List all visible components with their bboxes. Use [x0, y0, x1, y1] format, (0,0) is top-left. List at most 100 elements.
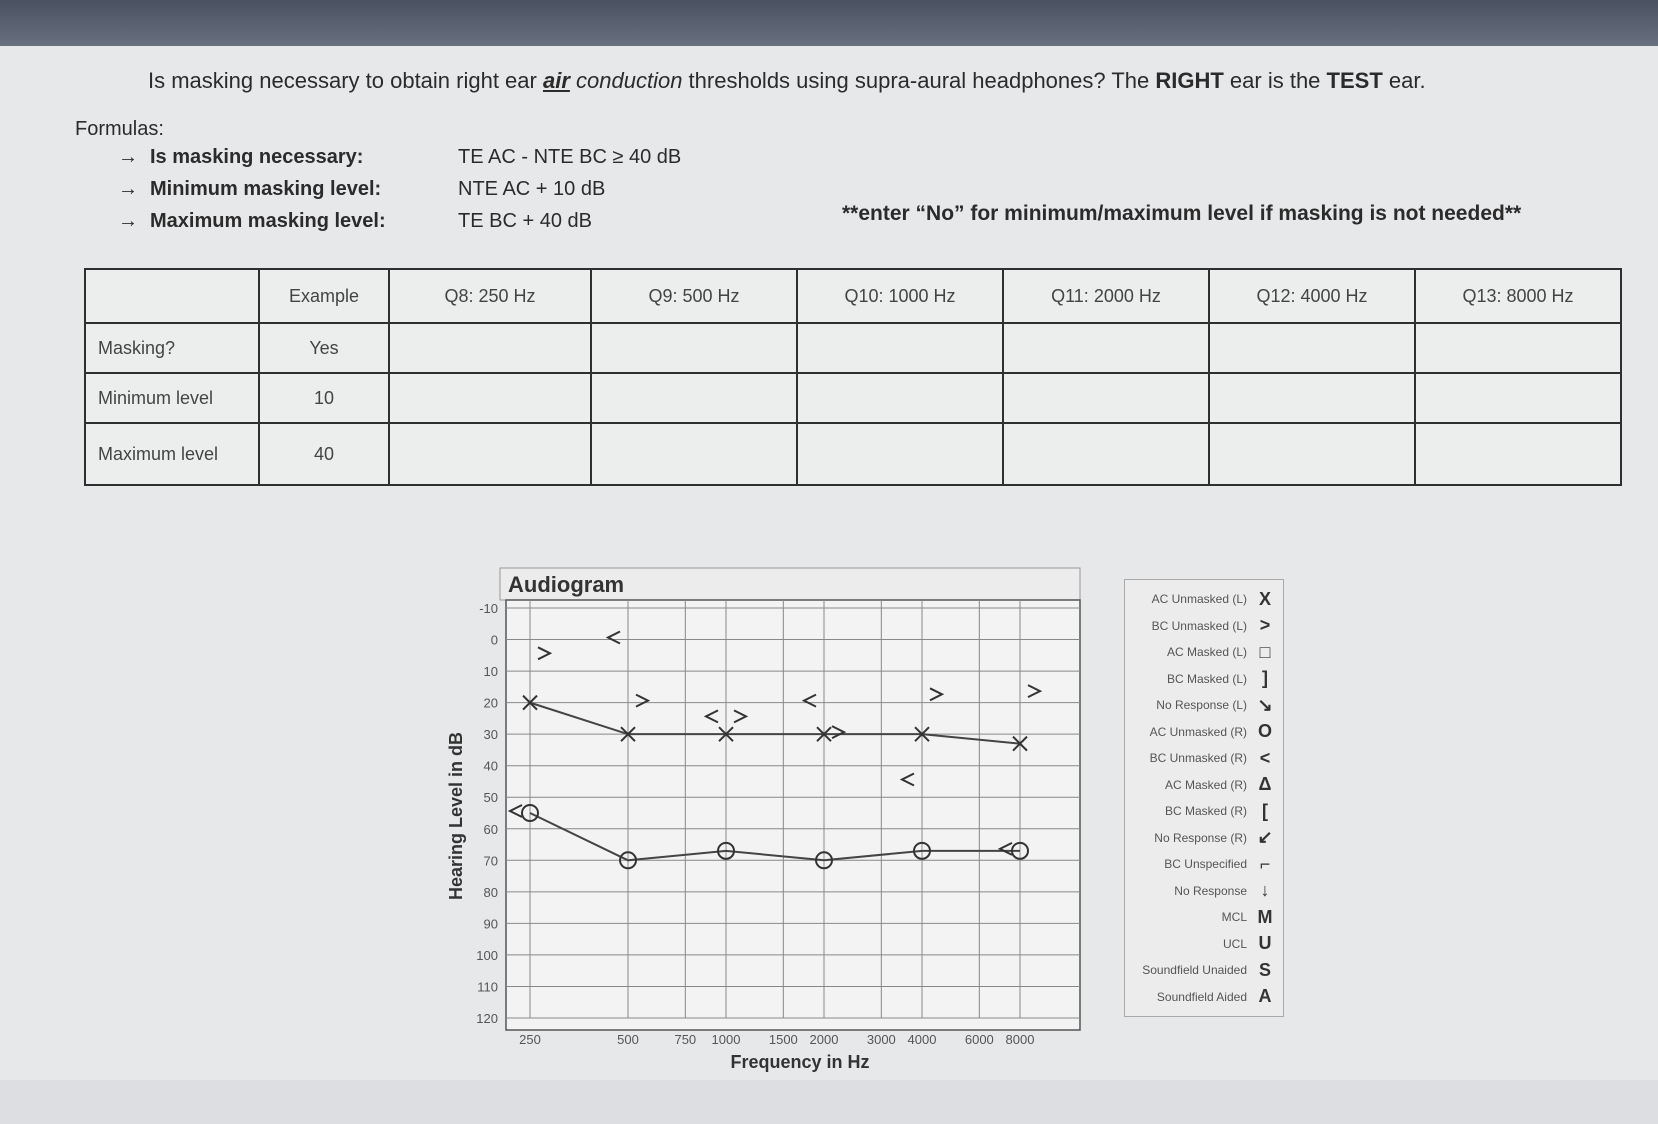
answer-cell-q8-max[interactable]	[388, 422, 592, 486]
table-header-q9: Q9: 500 Hz	[590, 268, 798, 324]
legend-item: AC Unmasked (R) O	[1150, 719, 1275, 745]
y-tick-labels: -10 0 10 20 30 40 50 60 70 80 90 100 110 120	[476, 601, 498, 1026]
y-tick-label: -10	[479, 601, 498, 616]
legend-item: AC Masked (R) Δ	[1165, 772, 1275, 798]
answer-cell-q13-max[interactable]	[1414, 422, 1622, 486]
legend-item: Soundfield Aided A	[1157, 984, 1275, 1010]
table-row-minimum: Minimum level 10	[84, 372, 1622, 424]
answer-cell-q12-min[interactable]	[1208, 372, 1416, 424]
table-header-q11: Q11: 2000 Hz	[1002, 268, 1210, 324]
legend-item: AC Masked (L) □	[1167, 639, 1275, 665]
answer-cell-q9-max[interactable]	[590, 422, 798, 486]
right-bc-point	[997, 841, 1013, 856]
answer-cell-q9-masking[interactable]	[590, 322, 798, 374]
legend-symbol-icon: Δ	[1258, 774, 1272, 794]
legend-symbol-icon: >	[1259, 615, 1271, 635]
legend-item: No Response (L) ↘	[1156, 692, 1275, 718]
question-part: thresholds using supra-aural headphones?…	[682, 68, 1156, 93]
left-ac-point	[718, 726, 734, 742]
legend-label: BC Unmasked (R)	[1149, 751, 1247, 765]
answer-cell-q13-min[interactable]	[1414, 372, 1622, 424]
x-tick-label: 1500	[769, 1032, 798, 1047]
left-ac-point	[1012, 735, 1028, 752]
legend-item: BC Masked (L)]	[1167, 666, 1275, 692]
right-ac-point	[913, 841, 931, 860]
legend-item: No Response (R) ↙	[1154, 825, 1275, 851]
example-cell: 10	[258, 372, 390, 424]
x-tick-label: 8000	[1006, 1032, 1035, 1047]
y-tick-label: 30	[484, 727, 498, 742]
answer-cell-q10-masking[interactable]	[796, 322, 1004, 374]
answer-cell-q8-masking[interactable]	[388, 322, 592, 374]
audiogram-chart: Audiogram -10 0 10 20 30 40 50 60 70 80 90 100 110 12…	[446, 567, 1081, 1072]
arrow-icon: →	[118, 210, 138, 232]
legend-item: BC Unmasked (L) >	[1152, 613, 1275, 639]
table-header-q10: Q10: 1000 Hz	[796, 268, 1004, 324]
left-bc-point	[831, 725, 847, 740]
question-test: TEST	[1326, 68, 1383, 93]
x-tick-label: 500	[617, 1032, 639, 1047]
formula-label: Minimum masking level:	[150, 178, 382, 200]
answer-cell-q11-max[interactable]	[1002, 422, 1210, 486]
answer-cell-q8-min[interactable]	[388, 372, 592, 424]
answer-cell-q11-masking[interactable]	[1002, 322, 1210, 374]
y-tick-label: 80	[484, 885, 498, 900]
y-tick-label: 50	[484, 790, 498, 805]
right-ac-point	[717, 841, 735, 860]
legend-label: Soundfield Unaided	[1142, 963, 1247, 977]
y-tick-label: 70	[484, 853, 498, 868]
left-bc-point	[1027, 684, 1043, 699]
formulas-title: Formulas:	[75, 118, 164, 140]
table-header-q12: Q12: 4000 Hz	[1208, 268, 1416, 324]
legend-symbol-icon: ⌐	[1259, 853, 1271, 874]
y-axis-label: Hearing Level in dB	[446, 732, 466, 900]
x-tick-label: 250	[519, 1032, 541, 1047]
top-bar	[0, 0, 1658, 52]
legend-symbol-icon: A	[1258, 986, 1272, 1006]
answer-cell-q11-min[interactable]	[1002, 372, 1210, 424]
question-part: ear is the	[1223, 68, 1327, 93]
answer-cell-q10-min[interactable]	[796, 372, 1004, 424]
y-tick-label: 20	[484, 696, 498, 711]
legend-symbol-icon: <	[1259, 747, 1271, 768]
table-header-q13: Q13: 8000 Hz	[1414, 268, 1622, 324]
formula-label: Maximum masking level:	[150, 210, 386, 232]
legend-item: Soundfield Unaided S	[1142, 957, 1275, 983]
masking-table: Example Q8: 250 Hz Q9: 500 Hz Q10: 1000 …	[84, 268, 1622, 486]
legend-label: BC Unmasked (L)	[1151, 618, 1247, 633]
answer-cell-q12-max[interactable]	[1208, 422, 1416, 486]
audiogram-plot-area	[505, 599, 1081, 1031]
arrow-icon: →	[118, 178, 138, 200]
x-tick-label: 3000	[867, 1032, 896, 1047]
legend-symbol-icon: ↘	[1257, 694, 1273, 715]
left-bc-point	[537, 646, 553, 661]
legend-label: BC Masked (L)	[1166, 671, 1247, 686]
left-ac-point	[914, 726, 930, 742]
arrow-icon: →	[118, 146, 138, 168]
answer-cell-q9-min[interactable]	[590, 372, 798, 424]
answer-cell-q13-masking[interactable]	[1414, 322, 1622, 374]
legend-label: AC Masked (L)	[1166, 645, 1247, 659]
answer-cell-q12-masking[interactable]	[1208, 322, 1416, 374]
legend-symbol-icon: U	[1258, 933, 1272, 953]
legend-item: UCL U	[1223, 931, 1275, 957]
x-tick-label: 750	[674, 1032, 696, 1047]
row-label: Maximum level	[84, 422, 260, 486]
legend-symbol-icon: ↓	[1260, 880, 1270, 900]
audiogram-title: Audiogram	[508, 572, 624, 597]
legend-item: MCL M	[1222, 904, 1275, 930]
question-conduction: conduction	[576, 68, 683, 93]
y-tick-label: 60	[484, 822, 498, 837]
answer-cell-q10-max[interactable]	[796, 422, 1004, 486]
y-tick-label: 10	[484, 664, 498, 679]
legend-symbol-icon: O	[1257, 721, 1272, 741]
x-tick-label: 4000	[908, 1032, 937, 1047]
legend-symbol-icon: ]	[1262, 668, 1268, 688]
question-right: RIGHT	[1155, 68, 1224, 93]
audiogram-legend: AC Unmasked (L) X BC Unmasked (L) > AC Maske…	[1124, 579, 1284, 1017]
legend-item: BC Masked (R) [	[1165, 798, 1275, 824]
legend-symbol-icon: S	[1258, 959, 1271, 980]
row-label: Minimum level	[84, 372, 260, 424]
x-tick-label: 1000	[712, 1032, 741, 1047]
legend-symbol-icon: [	[1262, 800, 1268, 821]
